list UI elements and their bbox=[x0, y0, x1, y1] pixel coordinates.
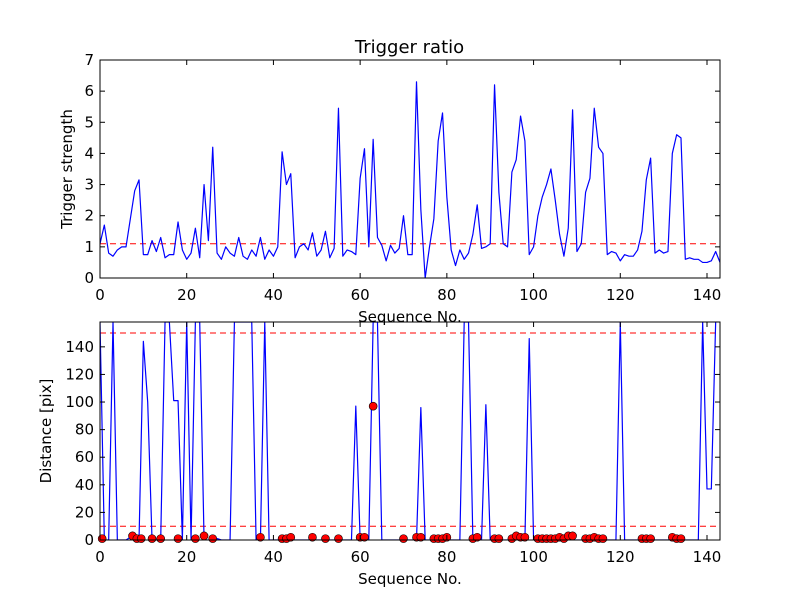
plot-area bbox=[100, 322, 720, 540]
data-point-marker bbox=[520, 532, 530, 542]
data-point-marker bbox=[399, 534, 408, 543]
series-line-0 bbox=[100, 322, 717, 540]
x-tick-label: 80 bbox=[437, 286, 456, 304]
data-point-marker bbox=[173, 534, 183, 543]
distance-series-layer bbox=[97, 322, 720, 543]
y-tick-label: 40 bbox=[75, 476, 94, 494]
plot-frame-bottom bbox=[99, 321, 721, 541]
x-tick-label: 20 bbox=[177, 548, 196, 566]
data-point-marker bbox=[286, 532, 296, 542]
data-point-marker bbox=[368, 401, 378, 411]
trigger-ratio-plot: Trigger ratio 0 20 40 60 80 100 120 140 0 1 2 3 4 5 6 7… bbox=[58, 37, 721, 326]
data-point-marker bbox=[256, 532, 265, 542]
data-point-marker bbox=[156, 534, 165, 543]
data-point-marker bbox=[676, 534, 686, 543]
x-tick-label: 0 bbox=[95, 548, 105, 566]
x-tick-label: 40 bbox=[264, 548, 283, 566]
x-tick-label: 20 bbox=[177, 286, 196, 304]
trigger-series-layer bbox=[100, 81, 720, 278]
data-point-marker bbox=[97, 534, 107, 543]
y-axis-label-bottom: Distance [pix] bbox=[37, 379, 55, 484]
y-tick-label: 20 bbox=[75, 503, 94, 521]
y-axis-label-top: Trigger strength bbox=[58, 109, 76, 230]
data-point-marker bbox=[334, 534, 343, 543]
x-tick-label: 100 bbox=[519, 286, 548, 304]
plot-area bbox=[100, 81, 720, 278]
y-tick-label: 7 bbox=[84, 51, 94, 69]
data-point-marker bbox=[208, 534, 218, 543]
x-tick-label: 80 bbox=[437, 548, 456, 566]
data-point-marker bbox=[136, 534, 146, 543]
plot-frame-top bbox=[99, 59, 721, 279]
x-tick-label: 140 bbox=[693, 286, 722, 304]
series-line-0 bbox=[100, 81, 720, 278]
data-point-marker bbox=[568, 531, 577, 541]
y-tick-label: 140 bbox=[65, 338, 94, 356]
x-tick-label: 60 bbox=[351, 548, 370, 566]
x-tick-label: 100 bbox=[519, 548, 548, 566]
data-point-marker bbox=[308, 532, 317, 542]
y-tick-label: 80 bbox=[75, 421, 94, 439]
data-point-marker bbox=[147, 534, 157, 543]
data-point-marker bbox=[416, 532, 426, 542]
x-tick-label: 0 bbox=[95, 286, 105, 304]
y-tick-label: 6 bbox=[84, 82, 94, 100]
x-tick-label: 60 bbox=[351, 286, 370, 304]
tick-layer-top: 0 20 40 60 80 100 120 140 0 1 2 3 4 5 6 7 bbox=[84, 51, 721, 304]
x-axis-label-bottom: Sequence No. bbox=[358, 570, 462, 588]
y-tick-label: 5 bbox=[84, 113, 94, 131]
distance-plot: 0 20 40 60 80 100 120 140 0 20 40 60 80 100 120 140 Seq… bbox=[37, 321, 721, 588]
data-point-marker bbox=[472, 532, 482, 542]
x-tick-label: 40 bbox=[264, 286, 283, 304]
data-point-marker bbox=[199, 531, 209, 541]
y-tick-label: 100 bbox=[65, 393, 94, 411]
y-tick-label: 0 bbox=[84, 531, 94, 549]
data-point-marker bbox=[321, 534, 330, 543]
x-tick-label: 120 bbox=[606, 548, 635, 566]
data-point-marker bbox=[191, 534, 200, 543]
y-tick-label: 3 bbox=[84, 176, 94, 194]
data-point-marker bbox=[646, 534, 655, 543]
chart-title: Trigger ratio bbox=[354, 37, 464, 58]
y-tick-label: 60 bbox=[75, 448, 94, 466]
x-tick-label: 120 bbox=[606, 286, 635, 304]
x-tick-label: 140 bbox=[693, 548, 722, 566]
y-tick-label: 120 bbox=[65, 365, 94, 383]
y-tick-label: 2 bbox=[84, 207, 94, 225]
data-point-marker bbox=[494, 534, 504, 543]
y-tick-label: 0 bbox=[84, 269, 94, 287]
y-tick-label: 4 bbox=[84, 144, 94, 162]
data-point-marker bbox=[598, 534, 608, 543]
y-tick-label: 1 bbox=[84, 238, 94, 256]
tick-layer-bottom: 0 20 40 60 80 100 120 140 0 20 40 60 80 100 120 140 bbox=[65, 322, 721, 566]
